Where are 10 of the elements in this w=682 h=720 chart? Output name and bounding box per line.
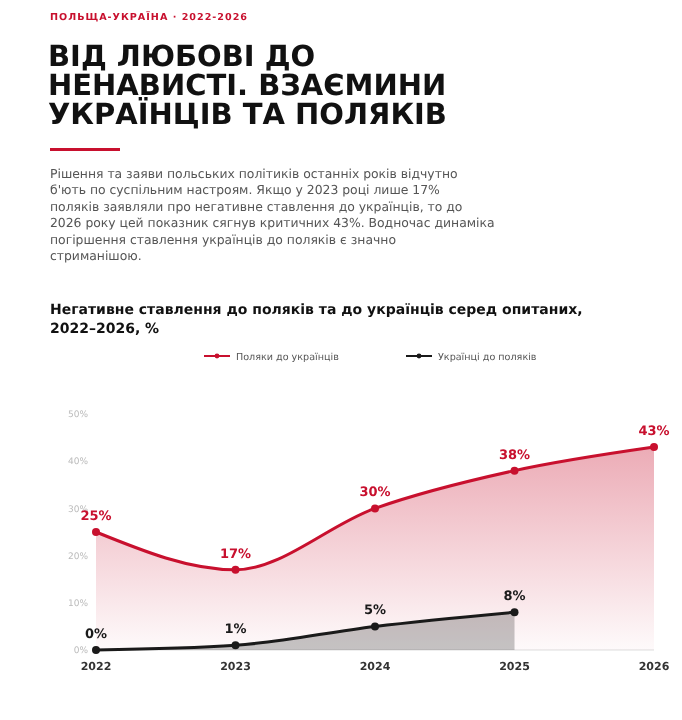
point (371, 622, 379, 631)
point (231, 641, 240, 650)
point (92, 646, 100, 654)
point (92, 528, 100, 536)
point (650, 443, 658, 452)
chart-title: ВІД ЛЮБОВІ ДО НЕНАВИСТІ. ВЗАЄМИНИ УКРАЇНЦІВ ТА ПОЛЯКІВ (48, 42, 447, 132)
point (510, 608, 519, 617)
point (510, 466, 519, 475)
point (231, 565, 240, 574)
point (371, 504, 379, 513)
